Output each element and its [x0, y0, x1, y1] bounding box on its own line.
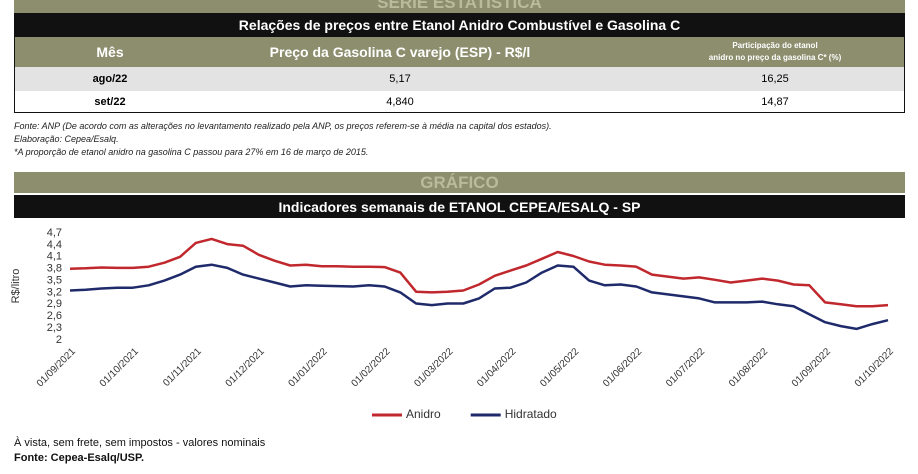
y-axis-label: R$/litro — [10, 269, 22, 304]
x-tick-label: 01/12/2021 — [224, 346, 267, 389]
section-banner: GRÁFICO — [14, 172, 905, 193]
cell: 14,87 — [761, 95, 789, 108]
line-series — [69, 237, 889, 308]
note: Fonte: ANP (De acordo com as alterações … — [14, 121, 552, 131]
x-tick-label: 01/05/2022 — [538, 346, 581, 389]
header-cell: Participação do etanol anidro no preço d… — [655, 40, 895, 64]
header-line: Participação do etanol — [732, 41, 818, 50]
x-tick-label: 01/06/2022 — [601, 346, 644, 389]
table-row: set/22 4,840 14,87 — [15, 91, 904, 112]
y-tick-label: 4,1 — [47, 251, 62, 263]
header-cell: Preço da Gasolina C varejo (ESP) - R$/l — [269, 44, 531, 60]
cell: 5,17 — [389, 73, 411, 85]
x-tick-label: 01/01/2022 — [287, 346, 330, 389]
y-tick-label: 2,3 — [47, 322, 62, 334]
note: Elaboração: Cepea/Esalq. — [14, 134, 119, 144]
x-tick-label: 01/10/2021 — [98, 346, 141, 389]
x-tick-label: 01/09/2022 — [790, 346, 833, 389]
header-line: anidro no preço da gasolina C* (%) — [708, 53, 842, 62]
x-tick-label: 01/07/2022 — [664, 346, 707, 389]
cell: 16,25 — [761, 73, 789, 85]
note: *A proporção de etanol anidro na gasolin… — [14, 147, 369, 157]
footer-line: À vista, sem frete, sem impostos - valor… — [14, 437, 266, 449]
y-tick-label: 3,8 — [47, 263, 62, 275]
y-tick-label: 3,2 — [47, 286, 62, 298]
y-tick-label: 2,6 — [47, 310, 62, 322]
x-tick-label: 01/08/2022 — [727, 346, 770, 389]
cell: ago/22 — [92, 73, 128, 85]
table: Relações de preços entre Etanol Anidro C… — [14, 13, 905, 113]
chart-title: Indicadores semanais de ETANOL CEPEA/ESA… — [14, 195, 905, 218]
header-cell: Mês — [96, 44, 124, 60]
x-tick-label: 01/04/2022 — [475, 346, 518, 389]
banner: SÉRIE ESTATÍSTICA — [14, 0, 905, 13]
x-tick-label: 01/02/2022 — [349, 346, 392, 389]
header-row: Mês Preço da Gasolina C varejo (ESP) - R… — [15, 37, 904, 67]
y-tick-label: 4,7 — [47, 227, 62, 239]
line-series — [69, 263, 889, 331]
x-tick-label: 01/09/2021 — [35, 346, 78, 389]
table-title: Relações de preços entre Etanol Anidro C… — [15, 14, 904, 37]
y-tick-label: 3,5 — [47, 274, 62, 286]
footer-line: Fonte: Cepea-Esalq/USP. — [14, 452, 144, 464]
cell: set/22 — [94, 95, 126, 108]
legend-label: Hidratado — [505, 407, 557, 421]
y-tick-label: 4,4 — [47, 239, 62, 251]
x-tick-label: 01/10/2022 — [853, 346, 896, 389]
table-row: ago/22 5,17 16,25 — [15, 67, 904, 91]
y-tick-label: 2,9 — [47, 298, 62, 310]
chart: R$/litro 22,32,62,93,23,53,84,14,44,7 01/… — [10, 227, 896, 421]
cell: 4,840 — [386, 95, 414, 108]
y-tick-label: 2 — [56, 334, 62, 346]
x-tick-label: 01/03/2022 — [412, 346, 455, 389]
x-tick-label: 01/11/2021 — [161, 346, 204, 389]
legend-label: Anidro — [406, 407, 441, 421]
